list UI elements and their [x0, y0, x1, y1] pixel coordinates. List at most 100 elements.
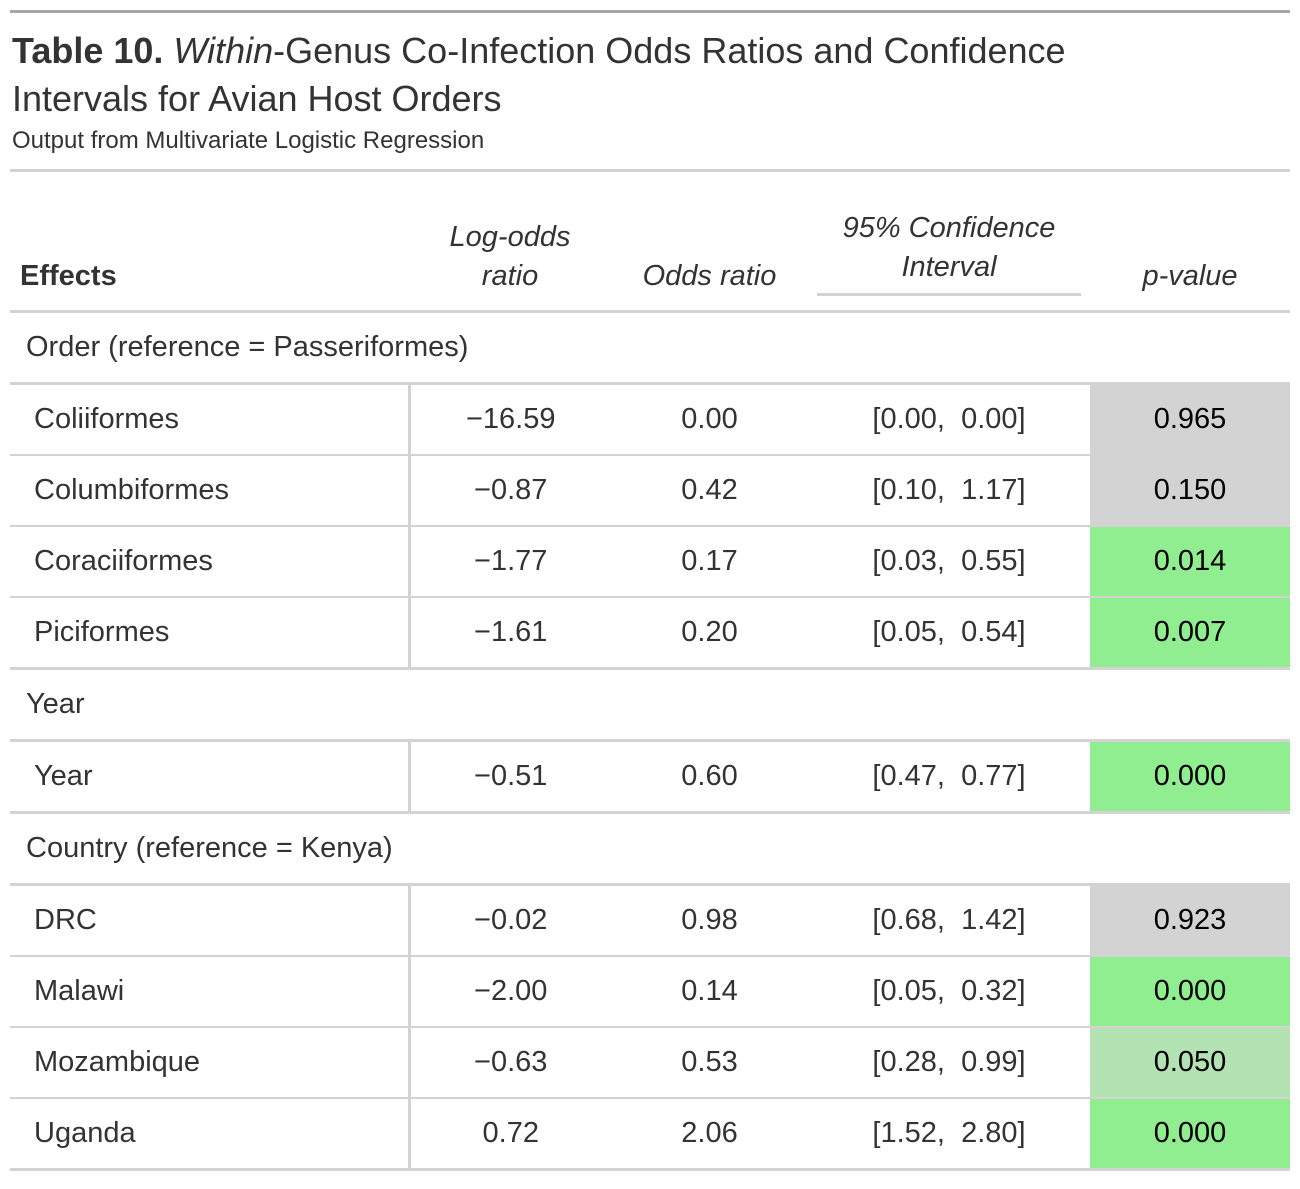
regression-table-container: Table 10. Within-Genus Co-Infection Odds…: [10, 10, 1290, 1171]
table-row: Year −0.51 0.60 [0.47, 0.77] 0.000: [10, 740, 1290, 814]
table-row: Mozambique −0.63 0.53 [0.28, 0.99] 0.050: [10, 1027, 1290, 1099]
ci-lower: [0.47,: [872, 760, 945, 792]
table-row: Coraciiformes −1.77 0.17 [0.03, 0.55] 0.014: [10, 526, 1290, 598]
effect-cell: Malawi: [10, 956, 411, 1028]
log-odds-cell: −0.51: [409, 740, 611, 814]
group-header-row: Year: [10, 668, 1290, 742]
odds-ratio-cell: 0.60: [611, 740, 808, 814]
table-subtitle: Output from Multivariate Logistic Regres…: [12, 127, 485, 154]
effect-cell: Mozambique: [10, 1027, 411, 1099]
ci-lower: [0.00,: [872, 403, 945, 435]
title-line2: Intervals for Avian Host Orders: [12, 78, 502, 119]
ci-upper: 1.17]: [961, 474, 1026, 506]
confidence-interval-cell: [0.03, 0.55]: [808, 526, 1090, 598]
ci-lower: [0.05,: [872, 975, 945, 1007]
odds-ratio-cell: 0.53: [611, 1027, 808, 1099]
table-number: Table 10.: [12, 30, 164, 71]
confidence-interval-cell: [1.52, 2.80]: [808, 1098, 1090, 1171]
col-header-log-odds-line2: ratio: [481, 260, 539, 292]
top-rule: [10, 10, 1290, 13]
table-row: Uganda 0.72 2.06 [1.52, 2.80] 0.000: [10, 1098, 1290, 1171]
p-value-cell: 0.000: [1090, 1098, 1290, 1171]
confidence-interval-cell: [0.05, 0.32]: [808, 956, 1090, 1028]
ci-lower: [0.28,: [872, 1046, 945, 1078]
effect-cell: Columbiformes: [10, 455, 411, 527]
ci-upper: 1.42]: [961, 904, 1026, 936]
ci-spanner: 95% Confidence Interval: [817, 209, 1081, 296]
p-value-cell: 0.000: [1090, 740, 1290, 814]
effect-cell: Uganda: [10, 1098, 411, 1171]
confidence-interval-cell: [0.28, 0.99]: [808, 1027, 1090, 1099]
log-odds-cell: 0.72: [409, 1098, 611, 1171]
effect-cell: DRC: [10, 884, 411, 957]
odds-ratio-cell: 2.06: [611, 1098, 808, 1171]
title-italic-word: Within: [173, 30, 274, 71]
p-value-cell: 0.050: [1090, 1027, 1290, 1099]
column-header-row: Effects Log-odds ratio Odds ratio 95% Co…: [10, 172, 1290, 313]
ci-lower: [0.10,: [872, 474, 945, 506]
ci-upper: 0.55]: [961, 545, 1026, 577]
ci-lower: [0.05,: [872, 616, 945, 648]
table-title: Table 10. Within-Genus Co-Infection Odds…: [12, 27, 1290, 123]
col-header-p-value: p-value: [1090, 172, 1290, 313]
odds-ratio-cell: 0.42: [611, 455, 808, 527]
effect-cell: Coraciiformes: [10, 526, 411, 598]
ci-upper: 0.77]: [961, 760, 1026, 792]
confidence-interval-cell: [0.47, 0.77]: [808, 740, 1090, 814]
group-label: Order (reference = Passeriformes): [10, 311, 1290, 385]
log-odds-cell: −0.87: [409, 455, 611, 527]
odds-ratio-cell: 0.14: [611, 956, 808, 1028]
log-odds-cell: −1.61: [409, 597, 611, 670]
confidence-interval-cell: [0.68, 1.42]: [808, 884, 1090, 957]
confidence-interval-cell: [0.10, 1.17]: [808, 455, 1090, 527]
ci-spanner-label: 95% Confidence Interval: [817, 209, 1081, 293]
group-label: Country (reference = Kenya): [10, 812, 1290, 886]
col-header-odds-ratio: Odds ratio: [611, 172, 808, 313]
odds-ratio-cell: 0.00: [611, 383, 808, 456]
ci-label-line1: 95% Confidence: [842, 212, 1056, 244]
ci-upper: 0.00]: [961, 403, 1026, 435]
table-row: Piciformes −1.61 0.20 [0.05, 0.54] 0.007: [10, 597, 1290, 670]
odds-ratio-cell: 0.17: [611, 526, 808, 598]
p-value-cell: 0.007: [1090, 597, 1290, 670]
col-header-log-odds: Log-odds ratio: [409, 172, 611, 313]
effect-cell: Year: [10, 740, 411, 814]
col-header-confidence-interval: 95% Confidence Interval: [808, 172, 1090, 313]
ci-upper: 0.54]: [961, 616, 1026, 648]
ci-upper: 0.32]: [961, 975, 1026, 1007]
ci-lower: [0.03,: [872, 545, 945, 577]
group-label: Year: [10, 668, 1290, 742]
log-odds-cell: −16.59: [409, 383, 611, 456]
ci-upper: 0.99]: [961, 1046, 1026, 1078]
group-header-row: Country (reference = Kenya): [10, 812, 1290, 886]
p-value-cell: 0.000: [1090, 956, 1290, 1028]
table-row: Coliiformes −16.59 0.00 [0.00, 0.00] 0.965: [10, 383, 1290, 456]
p-value-cell: 0.150: [1090, 455, 1290, 527]
table-body: Order (reference = Passeriformes) Coliifo…: [10, 311, 1290, 1171]
table-row: DRC −0.02 0.98 [0.68, 1.42] 0.923: [10, 884, 1290, 957]
heading-rule: [10, 169, 1290, 172]
table-row: Columbiformes −0.87 0.42 [0.10, 1.17] 0.150: [10, 455, 1290, 527]
col-header-effects: Effects: [10, 172, 409, 313]
p-value-cell: 0.965: [1090, 383, 1290, 456]
effect-cell: Coliiformes: [10, 383, 411, 456]
results-table: Effects Log-odds ratio Odds ratio 95% Co…: [10, 172, 1290, 1171]
confidence-interval-cell: [0.05, 0.54]: [808, 597, 1090, 670]
ci-upper: 2.80]: [961, 1117, 1026, 1149]
confidence-interval-cell: [0.00, 0.00]: [808, 383, 1090, 456]
ci-spanner-rule: [817, 293, 1081, 296]
log-odds-cell: −0.63: [409, 1027, 611, 1099]
group-header-row: Order (reference = Passeriformes): [10, 311, 1290, 385]
ci-label-line2: Interval: [901, 251, 997, 283]
title-rest: -Genus Co-Infection Odds Ratios and Conf…: [273, 30, 1066, 71]
col-header-log-odds-line1: Log-odds: [449, 221, 571, 253]
log-odds-cell: −0.02: [409, 884, 611, 957]
table-row: Malawi −2.00 0.14 [0.05, 0.32] 0.000: [10, 956, 1290, 1028]
odds-ratio-cell: 0.98: [611, 884, 808, 957]
log-odds-cell: −2.00: [409, 956, 611, 1028]
p-value-cell: 0.014: [1090, 526, 1290, 598]
effect-cell: Piciformes: [10, 597, 411, 670]
ci-lower: [1.52,: [872, 1117, 945, 1149]
odds-ratio-cell: 0.20: [611, 597, 808, 670]
ci-lower: [0.68,: [872, 904, 945, 936]
